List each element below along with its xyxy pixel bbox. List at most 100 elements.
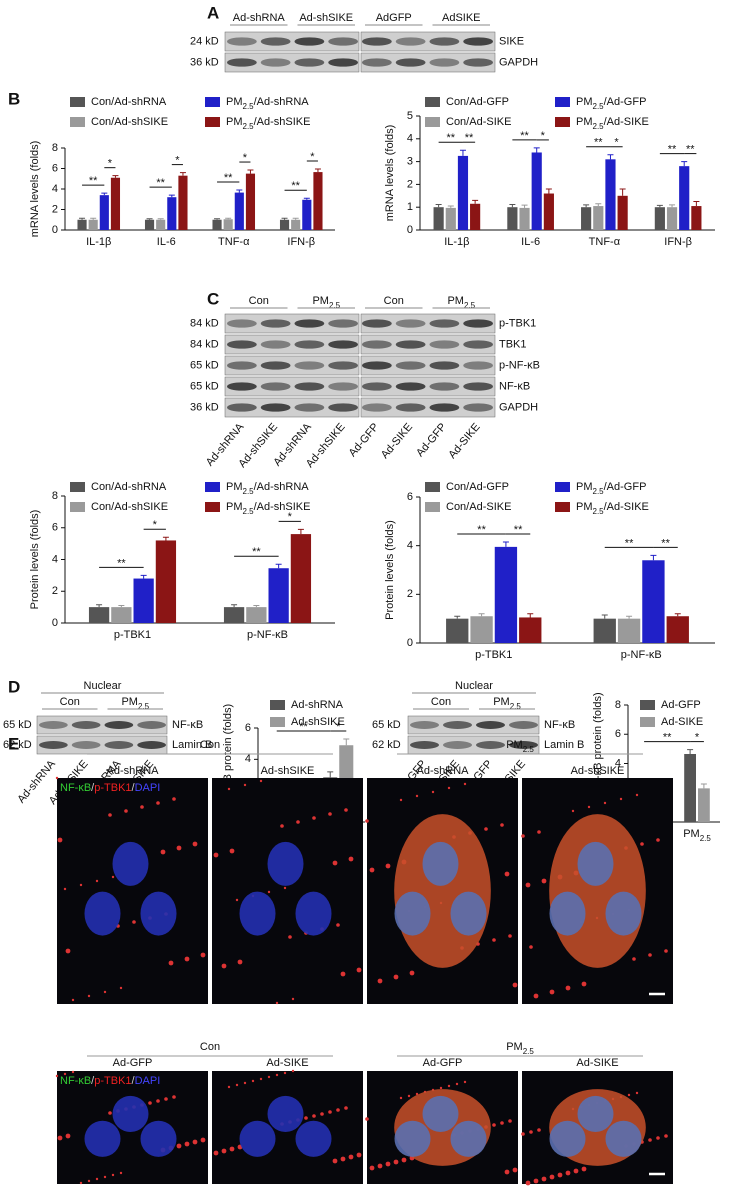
blot-band [227,403,257,412]
bar [223,219,233,230]
red-dot [344,1106,348,1110]
red-dot [581,981,587,987]
nucleus [450,891,487,936]
error-bar [656,204,663,208]
bar [302,199,312,230]
bar [543,193,554,230]
red-dot [447,1084,451,1088]
red-dot [71,1070,75,1074]
blot-lane: Ad-SIKE [379,421,415,461]
blot-size: 62 kD [3,739,32,751]
legend-label: PM2.5/Ad-shRNA [226,481,309,496]
y-tick-label: 5 [407,110,413,122]
blot-group: PM2.5 [312,295,340,310]
red-dot [148,1101,152,1105]
error-bar [168,194,175,198]
red-dot [529,945,533,949]
red-dot [340,971,346,977]
sig-label: ** [594,137,603,149]
y-tick-label: 2 [52,203,58,215]
condition-label: Con [200,739,220,751]
error-bar [231,604,238,608]
blot-protein: NF-κB [172,719,203,731]
nucleus [577,841,614,886]
red-dot [348,856,354,862]
sig-label: * [614,137,619,149]
blot-strip [407,715,540,735]
red-dot [119,986,123,990]
sig-label: ** [252,546,261,558]
blot-size: 65 kD [3,719,32,731]
blot-band [395,319,426,328]
sig-label: * [243,152,248,164]
bar [223,607,245,623]
blot-band [260,403,291,412]
error-bar [253,605,260,608]
red-dot [348,1154,354,1160]
red-dot [108,813,112,817]
error-bar [157,218,164,220]
error-bar [502,541,509,547]
sig-label: * [175,155,180,167]
blot-strip [36,715,168,735]
blot-size: 24 kD [190,35,219,47]
blot-group: Ad-shRNA [233,12,286,24]
red-dot [213,852,219,858]
red-dot [229,1146,235,1152]
sig-label: ** [117,557,126,569]
error-bar [146,218,153,220]
blot-band [395,58,426,67]
red-dot [235,1083,239,1087]
legend-label: PM2.5/Ad-GFP [576,481,646,496]
bar [507,207,518,230]
error-bar [472,199,479,204]
bar [684,753,696,822]
blot-band [227,340,257,349]
legend-label: Con/Ad-GFP [446,481,509,493]
group-label: Ad-shSIKE [571,765,625,777]
red-dot [63,887,67,891]
blot-band [429,37,460,46]
y-tick-label: 6 [615,728,621,740]
blot-band [104,741,134,749]
bar [313,172,323,230]
error-bar [650,554,657,561]
red-dot [648,1138,652,1142]
red-dot [184,956,190,962]
legend-swatch [425,502,440,512]
legend-swatch [70,482,85,492]
red-dot [541,878,547,884]
sig-label: * [153,519,158,531]
blot-protein: SIKE [499,35,524,47]
red-dot [172,797,176,801]
blot-strip [224,334,360,355]
panel-label: A [207,3,219,22]
red-dot [627,1093,631,1097]
red-dot [267,1075,271,1079]
blot-protein: TBK1 [499,338,527,350]
red-dot [176,1143,182,1149]
bar [111,607,132,623]
y-tick-label: 3 [407,156,413,168]
blot-band [410,721,439,729]
blot-size: 65 kD [190,380,219,392]
error-bar [247,169,254,174]
legend-swatch [270,717,285,727]
red-dot [369,1165,375,1171]
bar [605,159,616,230]
red-dot [320,1112,324,1116]
legend-label: PM2.5/Ad-SIKE [576,501,649,516]
blot-band [137,741,166,749]
red-dot [377,1163,383,1169]
red-dot [200,952,206,958]
red-dot [71,998,75,1002]
bar [99,195,109,230]
error-bar [619,188,626,196]
error-bar [314,168,321,173]
nucleus [112,841,149,886]
nucleus [605,1120,642,1157]
legend-label: PM2.5/Ad-shSIKE [226,501,310,516]
blot-title: Nuclear [455,680,493,692]
red-dot [399,798,403,802]
bar [290,534,312,623]
